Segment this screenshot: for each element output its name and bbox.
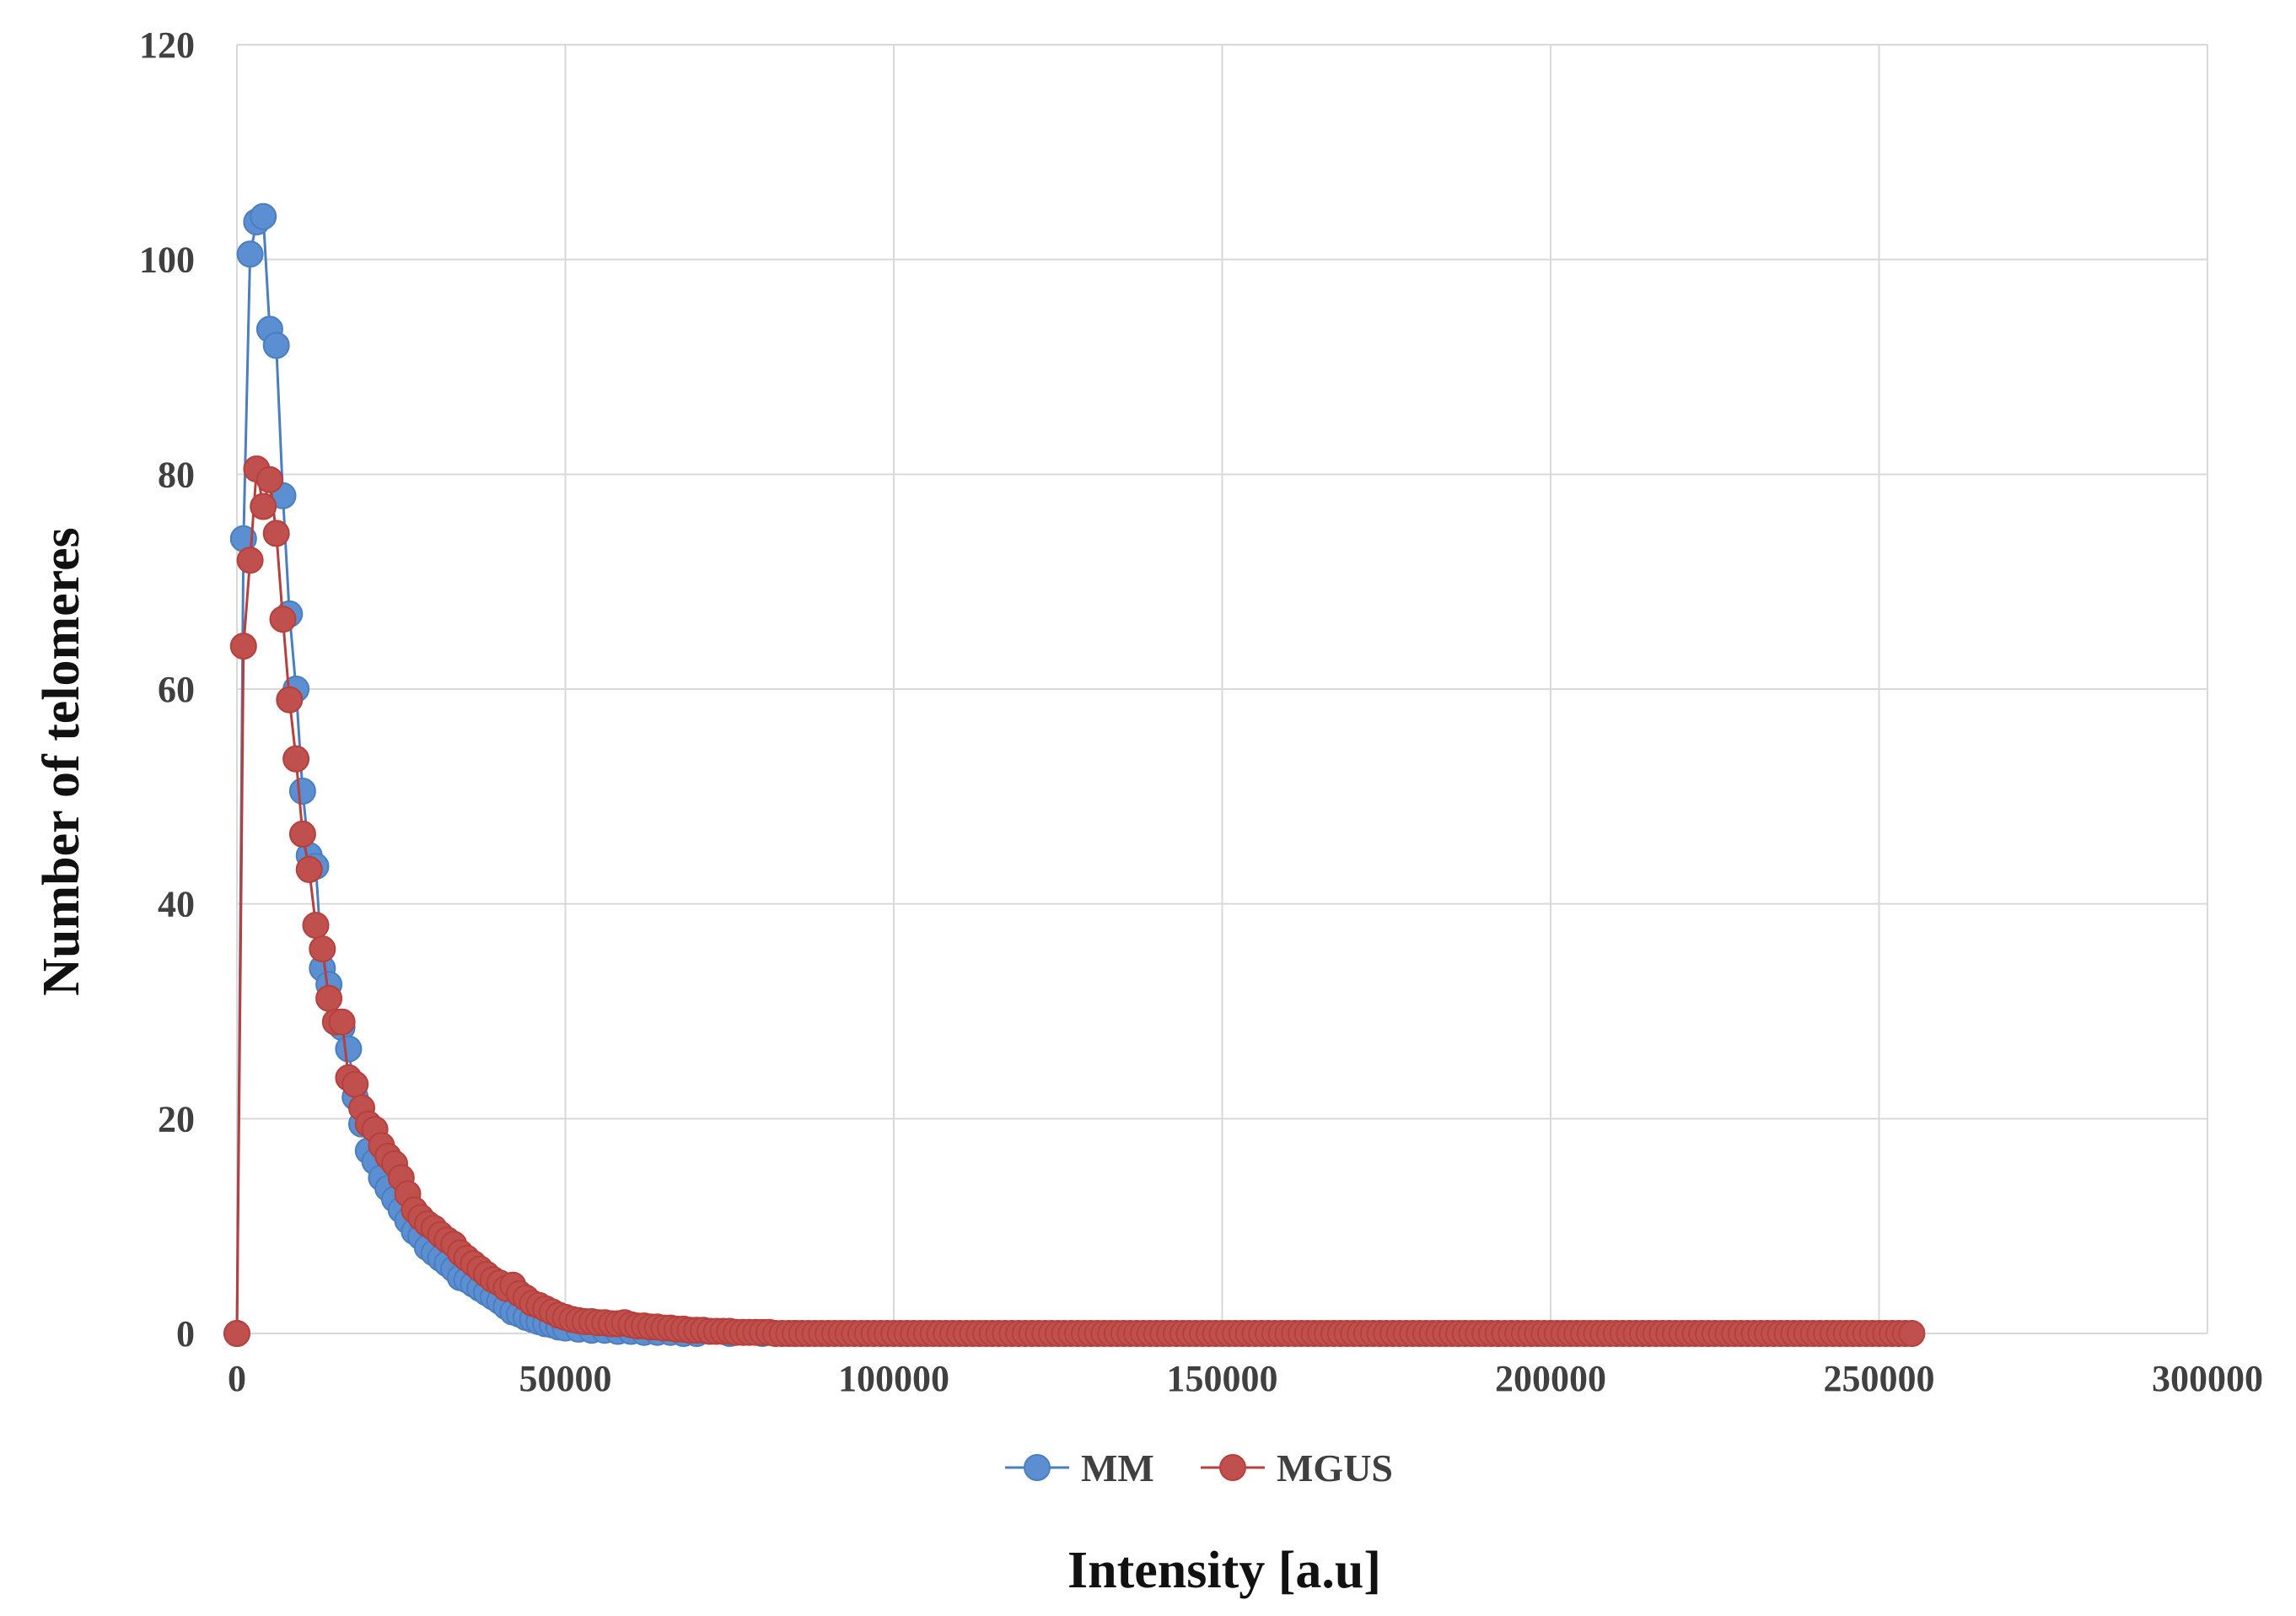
gridlines: [236, 44, 2208, 1334]
series-mgus: [223, 455, 1926, 1347]
data-point-mgus: [250, 493, 277, 520]
data-point-mgus: [262, 520, 290, 547]
legend-label-mm: MM: [1081, 1446, 1154, 1489]
y-tick-label: 40: [158, 884, 195, 925]
legend-marker-mm: [1024, 1454, 1051, 1481]
data-point-mgus: [288, 820, 316, 848]
data-point-mgus: [236, 547, 264, 574]
data-point-mgus: [269, 606, 297, 633]
x-tick-label: 50000: [519, 1358, 612, 1399]
data-point-mgus: [315, 984, 343, 1012]
data-point-mm: [288, 778, 316, 805]
y-tick-label: 0: [176, 1313, 195, 1355]
x-tick-label: 100000: [838, 1358, 949, 1399]
x-tick-label: 150000: [1167, 1358, 1278, 1399]
legend: MM MGUS: [1005, 1446, 1393, 1489]
x-axis-title: Intensity [a.u]: [1067, 1542, 1381, 1599]
y-tick-label: 20: [158, 1098, 195, 1139]
data-point-mgus: [309, 935, 336, 963]
data-point-mgus: [255, 466, 283, 493]
y-tick-label: 100: [139, 240, 195, 281]
x-tick-label: 0: [228, 1358, 246, 1399]
y-axis-tick-labels: 0 20 40 60 80 100 120: [139, 24, 195, 1355]
data-point-mm: [335, 1035, 363, 1063]
series-layer: [223, 202, 1926, 1347]
data-point-mgus: [276, 686, 304, 714]
y-tick-label: 60: [158, 669, 195, 710]
data-point-mm: [262, 331, 290, 359]
x-tick-label: 200000: [1495, 1358, 1606, 1399]
legend-item-mgus: MGUS: [1201, 1446, 1393, 1489]
data-point-mm: [250, 202, 277, 230]
x-tick-label: 250000: [1824, 1358, 1935, 1399]
x-tick-label: 300000: [2152, 1358, 2263, 1399]
legend-item-mm: MM: [1005, 1446, 1154, 1489]
legend-marker-mgus: [1219, 1454, 1246, 1481]
data-point-mm: [236, 240, 264, 268]
data-point-mgus: [1898, 1320, 1926, 1347]
series-line-mgus: [235, 468, 1912, 1335]
data-point-mgus: [341, 1070, 369, 1098]
legend-label-mgus: MGUS: [1277, 1446, 1393, 1489]
series-mm: [223, 202, 809, 1347]
data-point-mgus: [229, 633, 257, 660]
series-line-mm: [235, 213, 796, 1335]
x-axis-tick-labels: 0 50000 100000 150000 200000 250000 300000: [228, 1358, 2263, 1399]
data-point-mgus: [302, 912, 330, 940]
data-point-mgus: [282, 745, 310, 773]
data-point-mgus: [295, 855, 323, 883]
y-tick-label: 120: [139, 24, 195, 66]
data-point-mgus: [223, 1320, 250, 1347]
data-point-mgus: [328, 1008, 356, 1036]
y-axis-title: Number of telomeres: [33, 527, 90, 996]
y-tick-label: 80: [158, 454, 195, 495]
